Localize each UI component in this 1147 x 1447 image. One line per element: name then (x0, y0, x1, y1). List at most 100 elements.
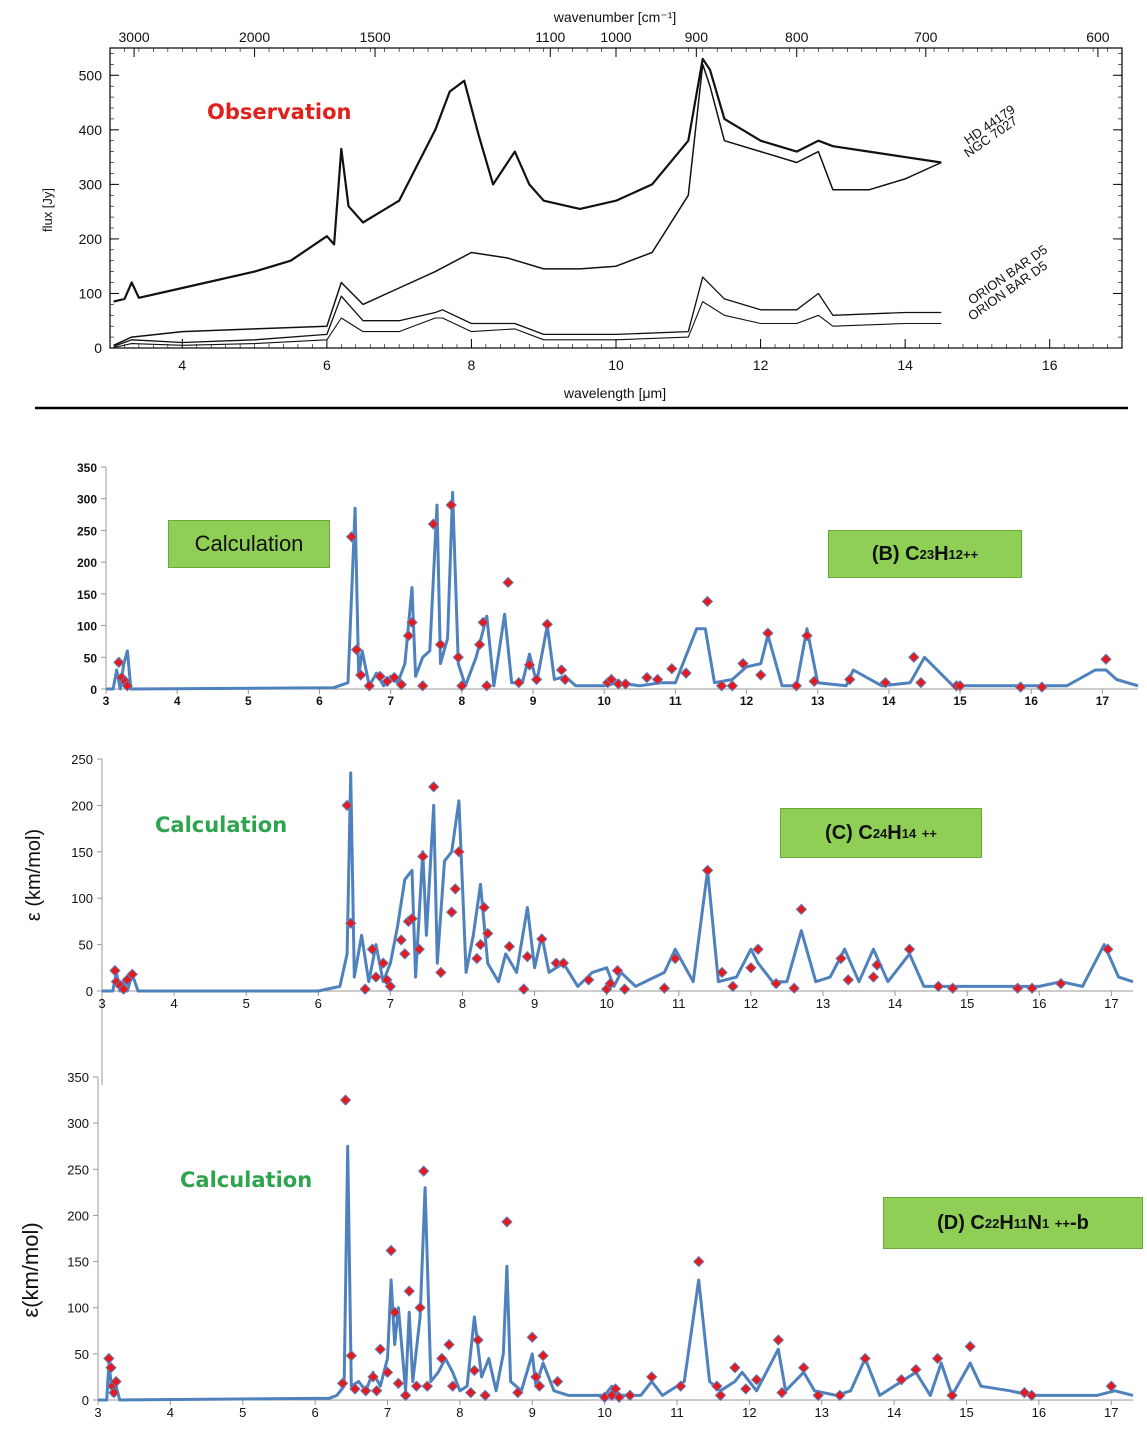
calc-marker-1 (666, 662, 678, 675)
calculation-label-d: Calculation (180, 1168, 313, 1192)
calc-marker-3 (711, 1380, 723, 1392)
calc-marker-1 (395, 678, 408, 691)
obs-top-tick-label: 900 (685, 29, 709, 45)
calc-marker-3 (367, 1371, 379, 1383)
calc-marker-3 (910, 1363, 922, 1376)
calc-x-tick-label-2: 10 (599, 996, 613, 1011)
calc-marker-1 (915, 676, 927, 689)
obs-top-tick-label: 2000 (239, 29, 270, 45)
calc-marker-3 (729, 1361, 741, 1374)
calc-x-tick-label-1: 12 (740, 694, 754, 708)
species-d-h: H (999, 1211, 1014, 1234)
obs-y-tick-label: 100 (79, 285, 103, 301)
calc-y-tick-label-2: 50 (79, 938, 93, 953)
calc-x-tick-label-3: 17 (1104, 1405, 1118, 1420)
calc-x-tick-label-3: 15 (959, 1405, 973, 1420)
calc-marker-3 (609, 1383, 622, 1395)
calc-marker-1 (402, 630, 415, 642)
calc-marker-1 (908, 651, 920, 663)
obs-x-tick-label: 10 (608, 357, 624, 373)
calc-x-tick-label-2: 15 (960, 996, 974, 1011)
calc-y-tick-label-1: 150 (77, 588, 97, 602)
calc-y-tick-label-1: 200 (77, 556, 97, 570)
calc-marker-2 (406, 912, 418, 925)
calculation-box-b: Calculation (168, 520, 330, 568)
species-b-sub2: 12 (948, 546, 963, 562)
calc-marker-1 (737, 657, 749, 670)
calc-marker-2 (471, 952, 483, 965)
obs-y-tick-label: 300 (79, 176, 103, 192)
observation-chart: 4 6 8 10 12 14 16 0 100 200 300 400 500 3000 2000 1500 1… (35, 9, 1128, 410)
obs-y-tick-label: 400 (79, 122, 103, 138)
calc-marker-2 (795, 903, 808, 916)
calc-x-tick-label-1: 8 (459, 694, 466, 708)
calc-marker-2 (903, 943, 916, 955)
calc-marker-3 (392, 1377, 405, 1390)
calc-marker-3 (110, 1375, 122, 1388)
calc-marker-1 (555, 664, 568, 676)
calc-x-tick-label-3: 8 (456, 1405, 463, 1420)
calc-marker-2 (835, 952, 847, 965)
species-c-sub2: 14 (901, 825, 917, 841)
calc-marker-1 (762, 627, 774, 639)
calc-marker-2 (521, 950, 534, 963)
calc-x-tick-label-3: 4 (167, 1405, 174, 1420)
calc-marker-1 (1014, 681, 1027, 693)
calc-marker-2 (413, 943, 425, 955)
calc-marker-2 (1055, 977, 1067, 990)
obs-series-line-0 (113, 57, 942, 303)
obs-series-line-3 (113, 301, 942, 349)
calc-marker-2 (126, 968, 138, 981)
calc-marker-1 (954, 680, 966, 692)
calc-marker-2 (518, 983, 530, 995)
calc-marker-2 (770, 977, 782, 990)
calc-marker-1 (456, 680, 468, 692)
calc-y-tick-label-2: 100 (71, 891, 93, 906)
calc-marker-1 (121, 680, 134, 692)
species-d-prefix: (D) C (937, 1211, 985, 1234)
calc-x-tick-label-3: 16 (1032, 1405, 1046, 1420)
observation-top-xlabel: wavenumber [cm⁻¹] (553, 9, 677, 25)
calc-x-tick-label-3: 3 (94, 1405, 101, 1420)
species-c-sub1: 24 (872, 825, 888, 841)
calc-x-tick-label-2: 8 (459, 996, 466, 1011)
species-b-sub1: 23 (919, 546, 935, 562)
calc-marker-2 (788, 982, 800, 994)
calc-x-tick-label-2: 3 (98, 996, 105, 1011)
calc-marker-2 (445, 906, 458, 918)
calc-marker-3 (964, 1340, 976, 1353)
calc-marker-1 (445, 499, 457, 511)
calc-x-tick-label-3: 14 (887, 1405, 901, 1420)
calc-marker-2 (745, 962, 757, 974)
calc-marker-2 (842, 974, 854, 986)
calc-marker-3 (501, 1216, 513, 1228)
calc-marker-1 (350, 643, 363, 656)
species-b-sup: ++ (962, 546, 979, 562)
obs-top-tick-label: 1000 (600, 29, 631, 45)
calc-marker-3 (370, 1385, 383, 1397)
calc-marker-2 (669, 952, 681, 965)
calc-marker-1 (801, 630, 813, 642)
calc-marker-3 (776, 1386, 788, 1399)
species-d-sub3: 1 (1042, 1215, 1050, 1231)
calc-y-tick-label-2: 250 (71, 752, 93, 767)
calc-y-tick-label-3: 250 (67, 1162, 89, 1177)
observation-xlabel: wavelength [μm] (563, 385, 666, 401)
calc-x-tick-label-2: 6 (315, 996, 322, 1011)
calc-marker-2 (867, 971, 880, 983)
calc-x-tick-label-1: 11 (669, 694, 682, 708)
calc-marker-3 (105, 1361, 117, 1374)
calc-x-tick-label-2: 7 (387, 996, 394, 1011)
calc-marker-3 (436, 1352, 448, 1365)
calc-x-tick-label-1: 9 (530, 694, 537, 708)
calc-y-tick-label-1: 250 (77, 524, 97, 538)
calc-marker-2 (536, 933, 548, 945)
calc-marker-1 (481, 680, 493, 692)
calc-marker-3 (674, 1380, 687, 1392)
observation-plot-area: 4 6 8 10 12 14 16 0 100 200 300 400 500 3000 2000 1500 1… (79, 29, 1123, 373)
calc-marker-1 (755, 669, 767, 681)
calc-marker-2 (359, 983, 371, 995)
calc-marker-3 (740, 1383, 752, 1395)
calc-x-tick-label-1: 5 (245, 694, 252, 708)
calc-marker-2 (1026, 982, 1038, 994)
